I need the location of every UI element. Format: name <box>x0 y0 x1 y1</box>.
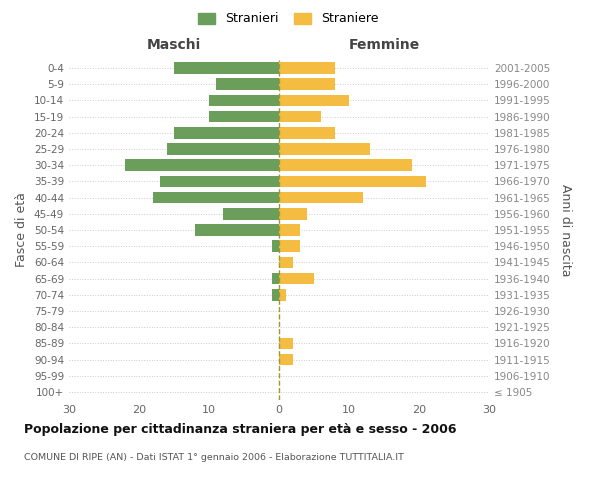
Bar <box>279 272 314 284</box>
Y-axis label: Fasce di età: Fasce di età <box>16 192 28 268</box>
Bar <box>279 256 293 268</box>
Bar <box>279 240 300 252</box>
Bar <box>223 208 279 220</box>
Bar <box>279 78 335 90</box>
Bar <box>272 289 279 300</box>
Bar <box>279 224 300 236</box>
Y-axis label: Anni di nascita: Anni di nascita <box>559 184 572 276</box>
Bar <box>279 62 335 74</box>
Bar <box>195 224 279 236</box>
Bar <box>279 176 426 188</box>
Bar <box>174 62 279 74</box>
Bar <box>279 338 293 349</box>
Bar <box>279 354 293 366</box>
Bar <box>125 160 279 171</box>
Bar <box>279 192 363 203</box>
Bar <box>153 192 279 203</box>
Text: Maschi: Maschi <box>147 38 201 52</box>
Bar <box>160 176 279 188</box>
Bar <box>279 94 349 106</box>
Bar <box>279 127 335 138</box>
Bar <box>279 289 286 300</box>
Bar <box>209 111 279 122</box>
Text: Popolazione per cittadinanza straniera per età e sesso - 2006: Popolazione per cittadinanza straniera p… <box>24 422 457 436</box>
Bar <box>279 111 321 122</box>
Bar <box>279 160 412 171</box>
Legend: Stranieri, Straniere: Stranieri, Straniere <box>194 8 382 29</box>
Bar <box>174 127 279 138</box>
Bar <box>209 94 279 106</box>
Bar <box>216 78 279 90</box>
Bar <box>279 208 307 220</box>
Bar <box>279 143 370 155</box>
Bar <box>272 240 279 252</box>
Bar <box>272 272 279 284</box>
Text: Femmine: Femmine <box>349 38 419 52</box>
Bar <box>167 143 279 155</box>
Text: COMUNE DI RIPE (AN) - Dati ISTAT 1° gennaio 2006 - Elaborazione TUTTITALIA.IT: COMUNE DI RIPE (AN) - Dati ISTAT 1° genn… <box>24 452 404 462</box>
